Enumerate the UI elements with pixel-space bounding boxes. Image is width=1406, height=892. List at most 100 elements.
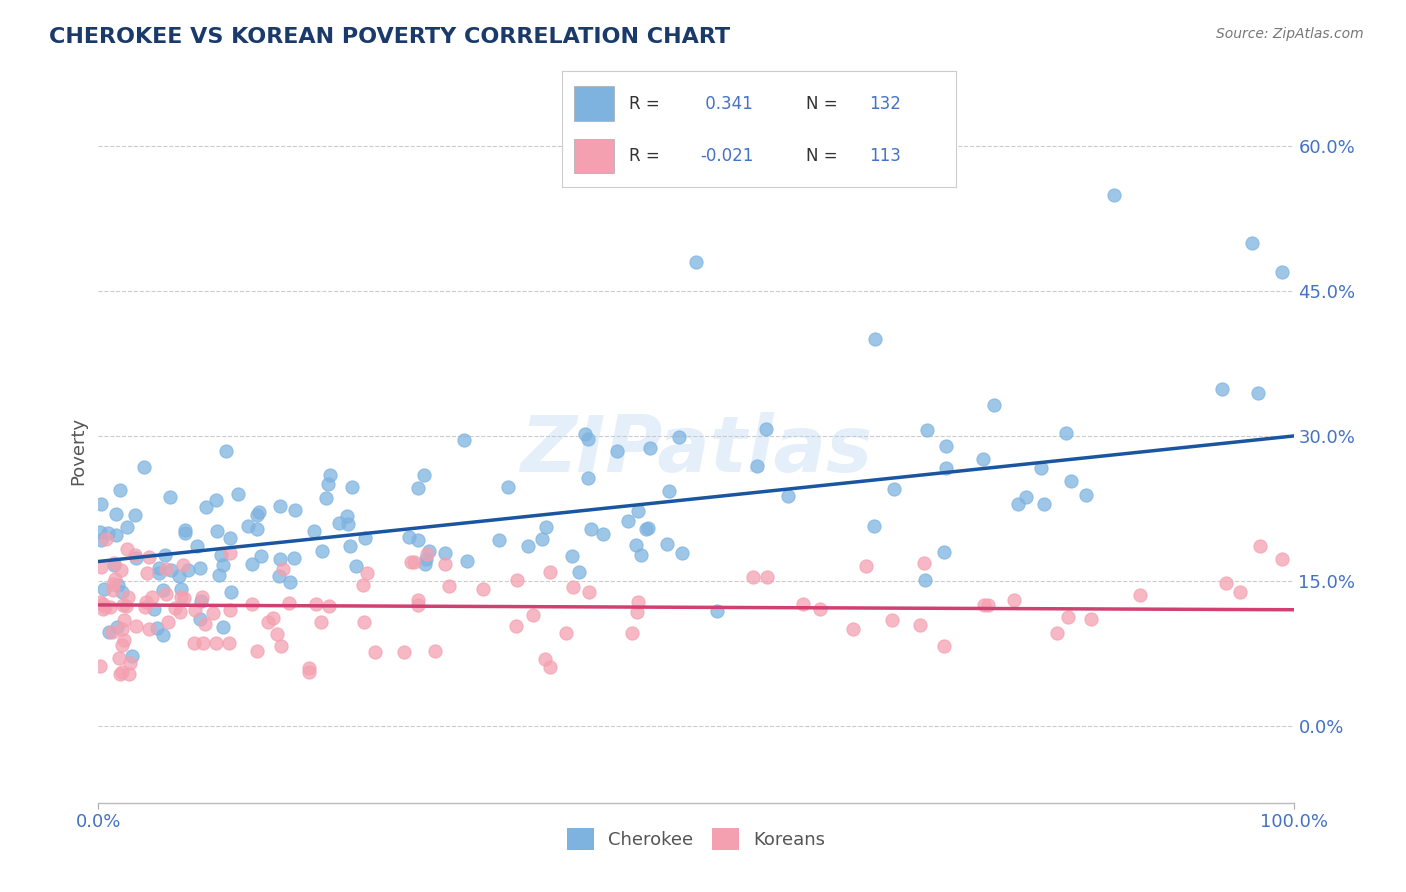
Point — [747, 458, 769, 473]
Point — [413, 467, 436, 482]
Point — [755, 570, 778, 584]
Point — [406, 598, 429, 612]
Point — [148, 566, 170, 581]
Point — [578, 585, 600, 599]
Point — [1080, 612, 1102, 626]
Point — [1029, 461, 1052, 475]
Point — [298, 665, 321, 680]
Point — [626, 605, 648, 619]
Point — [522, 608, 544, 623]
Point — [579, 522, 602, 536]
Text: N =: N = — [807, 95, 844, 112]
Point — [917, 423, 939, 437]
Point — [202, 606, 225, 620]
Text: 132: 132 — [869, 95, 901, 112]
Point — [112, 598, 135, 612]
Point — [105, 528, 128, 542]
Point — [344, 559, 367, 574]
Point — [170, 582, 193, 596]
Legend: Cherokee, Koreans: Cherokee, Koreans — [560, 821, 832, 857]
Point — [97, 525, 120, 540]
Point — [160, 563, 183, 577]
Point — [89, 525, 111, 540]
Point — [416, 547, 439, 561]
Point — [90, 498, 112, 512]
Point — [184, 603, 207, 617]
Point — [118, 667, 141, 681]
Point — [576, 471, 599, 485]
Point — [256, 615, 278, 630]
Point — [592, 526, 614, 541]
Point — [406, 533, 429, 547]
Point — [208, 568, 231, 582]
Point — [1271, 265, 1294, 279]
Point — [191, 636, 214, 650]
Point — [977, 598, 1000, 612]
Point — [340, 480, 363, 494]
Point — [107, 578, 129, 592]
Point — [209, 548, 232, 562]
Point — [401, 555, 423, 569]
Point — [932, 640, 955, 654]
Point — [236, 519, 259, 533]
Point — [1104, 187, 1126, 202]
Point — [132, 459, 155, 474]
Point — [309, 615, 332, 629]
Point — [188, 612, 211, 626]
Point — [169, 590, 191, 604]
Point — [228, 487, 250, 501]
Point — [1249, 539, 1271, 553]
Point — [1015, 490, 1038, 504]
Point — [169, 605, 191, 619]
Point — [1060, 474, 1083, 488]
Point — [626, 595, 648, 609]
Point — [115, 541, 138, 556]
Point — [124, 508, 146, 522]
Text: 113: 113 — [869, 147, 901, 165]
Point — [177, 563, 200, 577]
Point — [89, 595, 111, 609]
Point — [406, 481, 429, 495]
Point — [136, 566, 159, 580]
Point — [94, 600, 117, 615]
Point — [246, 523, 269, 537]
Point — [706, 604, 728, 618]
Point — [270, 639, 292, 653]
Point — [112, 633, 135, 648]
Point — [328, 516, 350, 530]
Point — [218, 545, 240, 559]
Point — [533, 651, 555, 665]
Text: Source: ZipAtlas.com: Source: ZipAtlas.com — [1216, 27, 1364, 41]
Point — [668, 430, 690, 444]
Point — [302, 524, 325, 538]
Point — [315, 491, 337, 505]
Point — [183, 636, 205, 650]
Point — [671, 546, 693, 560]
Point — [153, 548, 176, 562]
Point — [413, 557, 436, 571]
Point — [111, 638, 134, 652]
Point — [973, 598, 995, 612]
Text: R =: R = — [630, 147, 665, 165]
Point — [1247, 386, 1270, 401]
Point — [305, 598, 328, 612]
Point — [456, 553, 478, 567]
Point — [538, 660, 561, 674]
Y-axis label: Poverty: Poverty — [69, 417, 87, 484]
Point — [983, 398, 1005, 412]
Point — [755, 422, 778, 436]
Point — [606, 443, 628, 458]
Point — [278, 574, 301, 589]
Point — [205, 493, 228, 508]
Point — [157, 615, 180, 630]
Point — [111, 585, 134, 599]
Point — [115, 520, 138, 534]
Point — [353, 615, 375, 630]
Point — [453, 433, 475, 447]
Point — [219, 602, 242, 616]
Point — [1129, 589, 1152, 603]
Point — [742, 570, 765, 584]
Point — [267, 569, 290, 583]
Point — [188, 561, 211, 575]
Point — [1076, 487, 1098, 501]
